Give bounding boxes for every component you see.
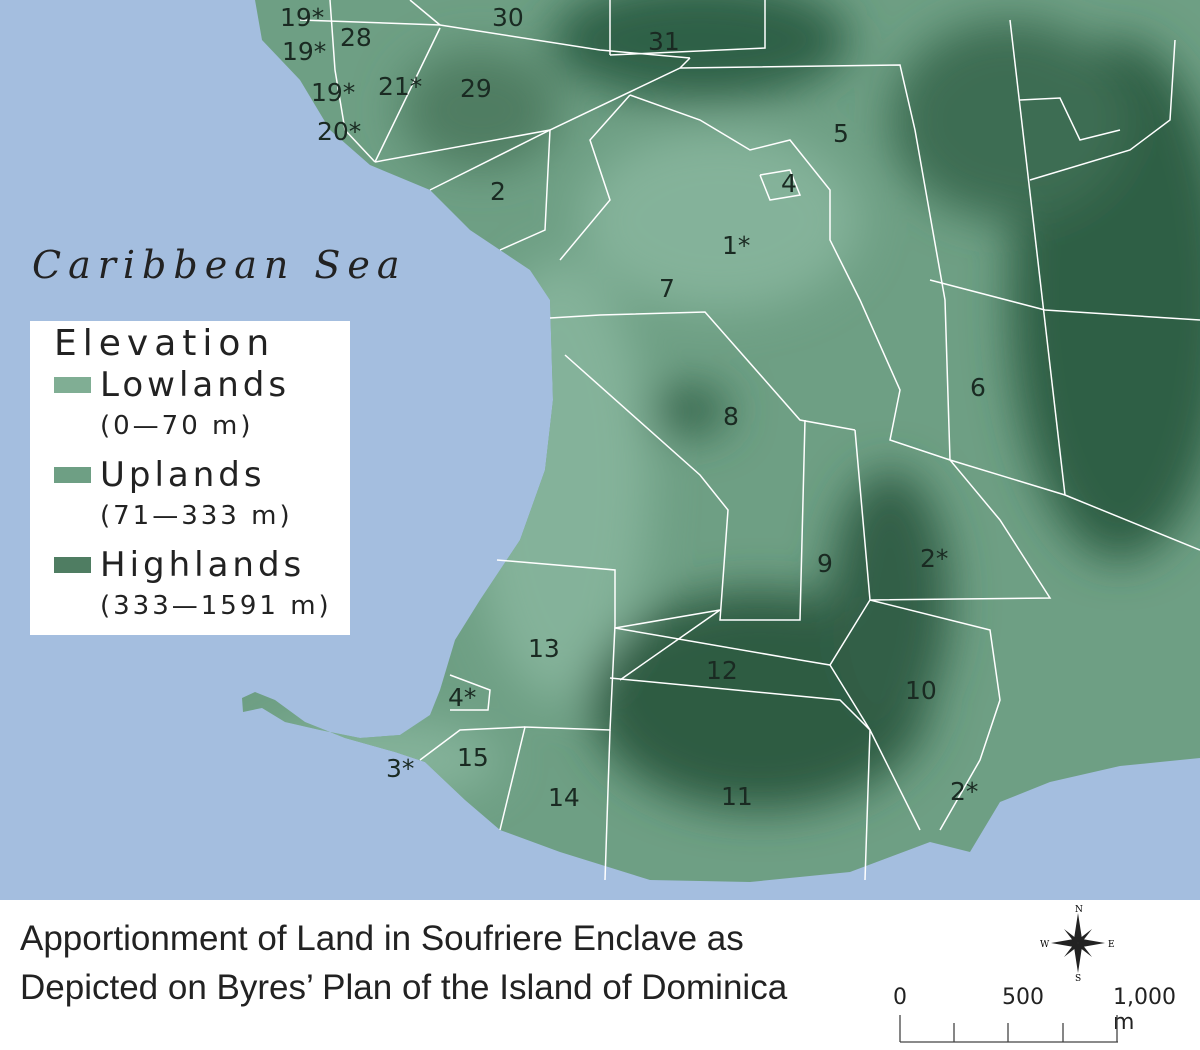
parcel-label: 2* [950,777,978,806]
legend-range: (0—70 m) [100,411,254,441]
parcel-label: 5 [833,119,849,148]
parcel-label: 7 [659,274,675,303]
parcel-label: 19* [280,3,324,32]
parcel-label: 13 [528,634,560,663]
caption-line-1: Apportionment of Land in Soufriere Encla… [20,919,744,958]
sea-label: Caribbean Sea [32,243,407,287]
parcel-label: 2 [490,177,506,206]
compass-w: W [1040,940,1050,950]
scale-bar-ruler [899,1015,1118,1043]
parcel-label: 31 [648,27,680,56]
parcel-label: 1* [722,231,750,260]
parcel-boundaries [299,0,1200,881]
parcel-label: 28 [340,23,372,52]
legend-label: Highlands [100,545,306,585]
map-caption: Apportionment of Land in Soufriere Encla… [20,914,787,1012]
parcel-label: 30 [492,3,524,32]
compass-n: N [1075,905,1083,915]
parcel-labels: 19* 28 19* 30 31 19* 21* 29 20* 5 4 2 1*… [280,3,986,812]
caption-line-2: Depicted on Byres’ Plan of the Island of… [20,968,788,1007]
parcel-label: 21* [378,72,422,101]
parcel-label: 3* [386,754,414,783]
compass-e: E [1108,940,1115,950]
legend-swatch [54,557,91,573]
compass-s: S [1075,974,1081,983]
parcel-label: 11 [721,782,753,811]
legend-range: (71—333 m) [100,501,293,531]
parcel-label: 14 [548,783,580,812]
elevation-legend: Elevation Lowlands (0—70 m) Uplands (71—… [30,321,350,635]
scale-label-1000: 1,000 m [1113,985,1176,1035]
parcel-label: 6 [970,373,986,402]
legend-swatch [54,467,91,483]
parcel-label: 2* [920,544,948,573]
legend-swatch [54,377,91,393]
parcel-label: 19* [282,37,326,66]
parcel-label: 20* [317,117,361,146]
legend-range: (333—1591 m) [100,591,332,621]
scale-label-0: 0 [893,985,907,1010]
parcel-label: 9 [817,549,833,578]
legend-label: Uplands [100,455,266,495]
parcel-label: 10 [905,676,937,705]
scale-label-500: 500 [1002,985,1044,1010]
compass-rose-icon: N S W E [1040,905,1115,983]
parcel-label: 19* [311,78,355,107]
parcel-label: 4 [781,169,797,198]
parcel-label: 8 [723,402,739,431]
parcel-label: 29 [460,74,492,103]
elevation-map: Caribbean Sea 19* 28 19* 30 31 19* 21* 2… [0,0,1200,900]
scale-bar: 0 500 1,000 m [880,985,1200,1045]
legend-label: Lowlands [100,365,291,405]
parcel-label: 12 [706,656,738,685]
parcel-label: 15 [457,743,489,772]
parcel-label: 4* [448,683,476,712]
legend-title: Elevation [54,323,276,364]
land [242,0,1200,882]
